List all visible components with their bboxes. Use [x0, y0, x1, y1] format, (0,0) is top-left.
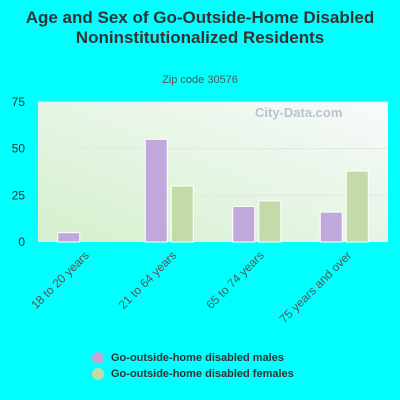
legend-item-females: Go-outside-home disabled females: [92, 366, 294, 382]
legend-swatch-males: [92, 352, 104, 364]
legend-swatch-females: [92, 368, 104, 380]
bar-males: [144, 138, 168, 243]
legend-item-males: Go-outside-home disabled males: [92, 350, 294, 366]
bar-females: [345, 170, 369, 243]
bar-females: [170, 185, 194, 243]
watermark: City-Data.com: [255, 105, 342, 120]
chart-title: Age and Sex of Go-Outside-Home Disabled …: [25, 8, 375, 47]
y-tick-label: 75: [12, 95, 26, 109]
legend-label-males: Go-outside-home disabled males: [111, 352, 284, 364]
y-tick-label: 0: [18, 235, 25, 249]
bar-males: [319, 211, 343, 243]
x-tick-label: 75 years and over: [277, 248, 355, 326]
legend-label-females: Go-outside-home disabled females: [111, 368, 294, 380]
y-tick-label: 25: [12, 188, 26, 202]
bar-females: [258, 200, 282, 243]
x-tick-label: 65 to 74 years: [203, 248, 267, 312]
x-tick-label: 21 to 64 years: [116, 248, 180, 312]
chart-subtitle: Zip code 30576: [162, 74, 238, 86]
y-tick-label: 50: [12, 142, 26, 156]
bar-males: [232, 206, 256, 243]
bar-males: [57, 232, 81, 243]
x-tick-label: 18 to 20 years: [28, 248, 92, 312]
legend: Go-outside-home disabled males Go-outsid…: [92, 350, 294, 382]
